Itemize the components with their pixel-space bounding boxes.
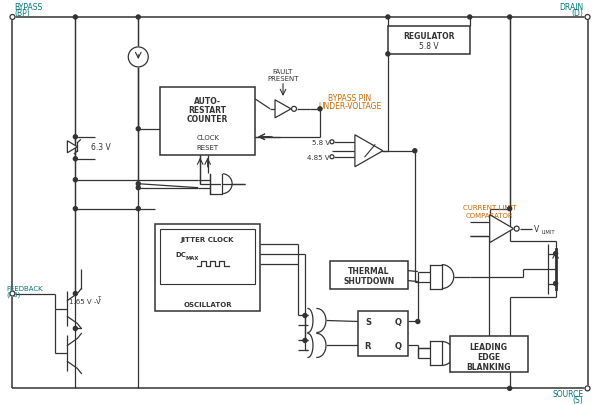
Circle shape: [136, 16, 140, 20]
Text: T: T: [98, 295, 101, 300]
Text: SHUTDOWN: SHUTDOWN: [343, 276, 395, 286]
Text: LEADING: LEADING: [470, 342, 508, 351]
Text: CLOCK: CLOCK: [196, 134, 219, 141]
Text: SOURCE: SOURCE: [553, 389, 584, 398]
Circle shape: [73, 292, 77, 296]
Circle shape: [73, 16, 77, 20]
Circle shape: [136, 186, 140, 190]
Text: UNDER-VOLTAGE: UNDER-VOLTAGE: [318, 102, 382, 111]
Circle shape: [413, 149, 417, 153]
Text: –: –: [358, 153, 364, 163]
Circle shape: [318, 108, 322, 111]
Circle shape: [73, 178, 77, 182]
Circle shape: [136, 207, 140, 211]
Circle shape: [73, 158, 77, 161]
Text: +: +: [358, 142, 364, 151]
Text: BYPASS: BYPASS: [14, 4, 43, 13]
Text: DRAIN: DRAIN: [559, 4, 584, 13]
Text: BLANKING: BLANKING: [466, 362, 511, 371]
Polygon shape: [355, 135, 383, 167]
Circle shape: [73, 327, 77, 330]
Bar: [450, 337, 527, 373]
Text: EDGE: EDGE: [477, 352, 500, 361]
Text: (S): (S): [573, 395, 584, 404]
Text: (D): (D): [572, 9, 584, 19]
Text: RESTART: RESTART: [188, 106, 227, 115]
Text: PRESENT: PRESENT: [267, 76, 299, 82]
Polygon shape: [308, 309, 326, 333]
Circle shape: [136, 128, 140, 132]
Circle shape: [73, 135, 77, 139]
Polygon shape: [275, 100, 291, 119]
Text: COUNTER: COUNTER: [187, 115, 229, 124]
Text: REGULATOR: REGULATOR: [403, 32, 455, 41]
Text: OSCILLATOR: OSCILLATOR: [184, 301, 232, 307]
Polygon shape: [308, 334, 326, 358]
Text: 5.8 V: 5.8 V: [419, 42, 439, 51]
Text: DC: DC: [175, 251, 186, 257]
Circle shape: [303, 339, 307, 343]
Text: S: S: [365, 317, 371, 326]
Text: Q: Q: [394, 317, 401, 326]
Text: 1.65 V -V: 1.65 V -V: [70, 298, 101, 304]
Text: FEEDBACK: FEEDBACK: [7, 285, 43, 291]
Circle shape: [10, 291, 15, 296]
Bar: [358, 311, 408, 356]
Circle shape: [508, 386, 512, 390]
Text: AUTO-: AUTO-: [194, 97, 221, 106]
Circle shape: [292, 107, 296, 112]
Bar: [160, 87, 255, 156]
Text: Q: Q: [394, 341, 401, 350]
Text: COMPARATOR: COMPARATOR: [466, 212, 514, 218]
Circle shape: [386, 16, 390, 20]
Circle shape: [73, 207, 77, 211]
Text: –: –: [492, 230, 497, 240]
Text: THERMAL: THERMAL: [348, 266, 389, 275]
Circle shape: [128, 48, 148, 68]
Bar: [155, 224, 260, 312]
Text: MAX: MAX: [185, 256, 199, 260]
Circle shape: [585, 15, 590, 20]
Text: CURRENT LIMIT: CURRENT LIMIT: [463, 204, 517, 210]
Bar: [160, 229, 255, 284]
Bar: [388, 27, 470, 55]
Circle shape: [386, 53, 390, 57]
Polygon shape: [67, 141, 77, 153]
Text: (FB): (FB): [7, 290, 21, 297]
Circle shape: [508, 207, 512, 211]
Bar: [330, 261, 408, 289]
Text: JITTER CLOCK: JITTER CLOCK: [181, 236, 235, 242]
Circle shape: [303, 314, 307, 318]
Circle shape: [330, 141, 334, 145]
Text: R: R: [365, 341, 371, 350]
Text: FAULT: FAULT: [273, 69, 293, 75]
Circle shape: [585, 386, 590, 391]
Circle shape: [10, 15, 15, 20]
Text: +: +: [491, 220, 498, 228]
Text: 4.85 V: 4.85 V: [307, 154, 330, 160]
Circle shape: [416, 320, 420, 324]
Circle shape: [554, 252, 557, 256]
Circle shape: [514, 226, 519, 232]
Text: BYPASS PIN: BYPASS PIN: [328, 94, 371, 103]
Circle shape: [136, 182, 140, 186]
Text: 6.3 V: 6.3 V: [91, 143, 111, 152]
Text: (BP): (BP): [14, 9, 30, 19]
Text: LIMIT: LIMIT: [542, 230, 555, 234]
Polygon shape: [490, 215, 514, 243]
Text: 5.8 V: 5.8 V: [312, 139, 330, 145]
Circle shape: [554, 282, 557, 286]
Text: RESET: RESET: [197, 145, 219, 150]
Circle shape: [330, 156, 334, 159]
Circle shape: [468, 16, 472, 20]
Circle shape: [508, 16, 512, 20]
Text: V: V: [533, 225, 539, 234]
